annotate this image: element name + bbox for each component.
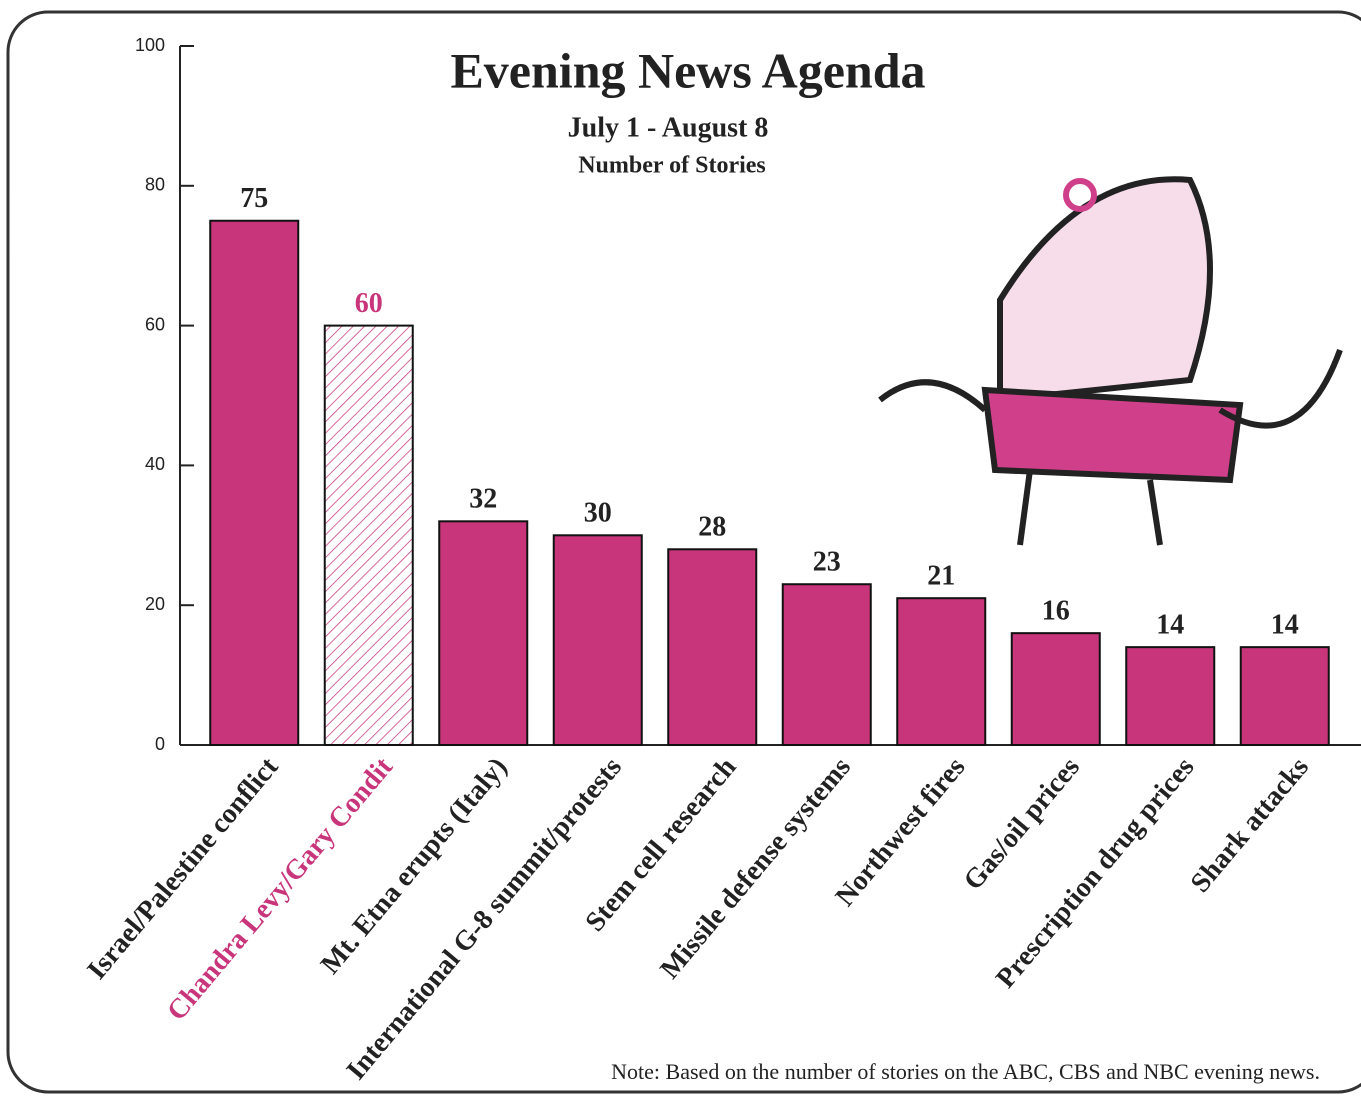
x-tick-label: Gas/oil prices <box>958 752 1086 897</box>
bar <box>552 534 643 746</box>
note: Note: Based on the number of stories on … <box>611 1059 1320 1084</box>
bar <box>667 548 758 747</box>
value-label: 28 <box>698 512 726 543</box>
bar <box>1010 632 1101 746</box>
illustration <box>878 176 1343 546</box>
chart-subtitle: July 1 - August 8 <box>568 112 769 143</box>
chart-subtitle: Number of Stories <box>578 153 766 179</box>
value-label: 23 <box>813 547 841 578</box>
x-tick-label: Mt. Etna erupts (Italy) <box>315 752 514 980</box>
value-label: 14 <box>1156 610 1184 641</box>
bar <box>438 520 529 746</box>
x-tick-label: Israel/Palestine conflict <box>81 751 285 985</box>
value-label: 14 <box>1271 610 1299 641</box>
x-tick-label: Prescription drug prices <box>990 752 1200 994</box>
value-label: 30 <box>584 498 612 529</box>
bar <box>323 324 414 746</box>
x-tick-label: Chandra Levy/Gary Condit <box>161 751 399 1026</box>
y-tick-label: 0 <box>155 734 165 754</box>
value-label: 75 <box>240 183 268 214</box>
x-tick-label: Shark attacks <box>1185 752 1315 899</box>
x-tick-label: Missile defense systems <box>654 752 857 985</box>
bar <box>1239 646 1330 747</box>
y-tick-label: 20 <box>145 594 165 614</box>
value-label: 32 <box>469 484 497 515</box>
bar <box>1125 646 1216 747</box>
y-tick-label: 60 <box>145 314 165 334</box>
frame <box>6 10 1361 1094</box>
y-tick-label: 80 <box>145 175 165 195</box>
chart-title: Evening News Agenda <box>450 42 925 98</box>
value-label: 16 <box>1042 596 1070 627</box>
bar <box>209 219 300 746</box>
y-tick-label: 40 <box>145 454 165 474</box>
value-label: 21 <box>927 561 955 592</box>
bar <box>896 597 987 747</box>
value-label: 60 <box>355 288 383 319</box>
y-tick-label: 100 <box>135 35 165 55</box>
bar <box>781 583 872 746</box>
